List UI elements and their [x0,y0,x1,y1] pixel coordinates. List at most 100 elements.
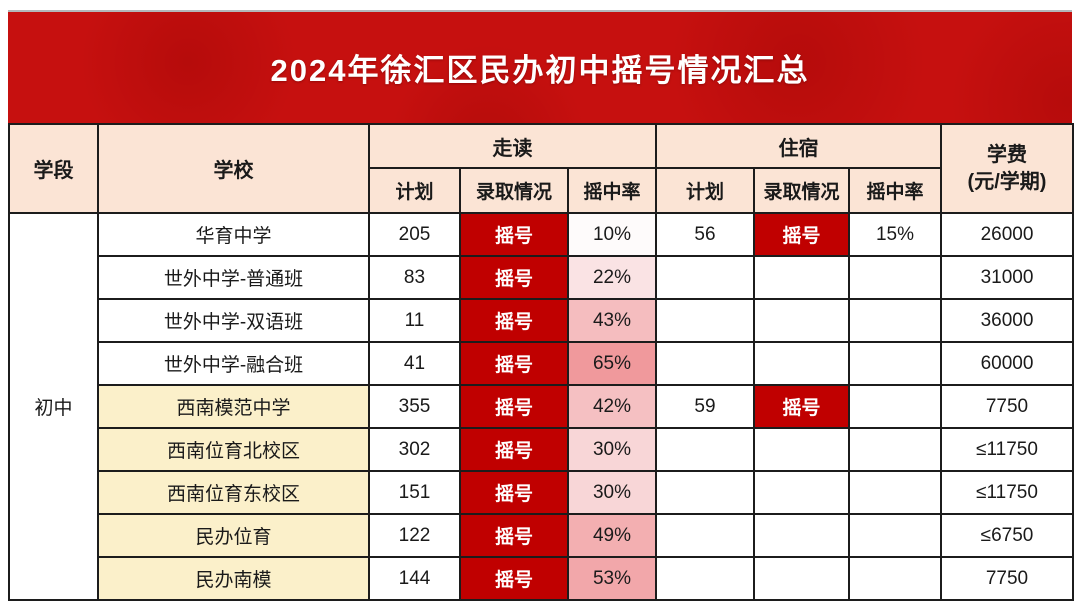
boarding-plan-cell [655,513,755,558]
school-cell: 世外中学-普通班 [97,255,370,300]
school-cell: 华育中学 [97,212,370,257]
banner-ornament [948,12,1072,123]
boarding-rate-cell [848,384,942,429]
page-title: 2024年徐汇区民办初中摇号情况汇总 [270,53,810,88]
boarding-rate-cell [848,298,942,343]
tuition-cell: ≤11750 [940,470,1074,515]
table-header: 学段 学校 走读 住宿 学费 (元/学期) 计划 录取情况 摇中率 计划 录取情… [8,123,1074,214]
header-tuition-line1: 学费 [987,143,1027,166]
boarding-status-cell [753,255,850,300]
day-plan-cell: 41 [368,341,461,386]
tuition-cell: 7750 [940,384,1074,429]
table-row: 民办位育 122 摇号 49% ≤6750 [9,513,1074,558]
header-day-status: 录取情况 [459,167,569,214]
boarding-rate-cell [848,556,942,601]
table-body: 初中 华育中学 205 摇号 10% 56 摇号 15% 26000 世外中学-普通班 83 摇号 22… [8,212,1074,601]
boarding-plan-cell [655,470,755,515]
boarding-rate-cell [848,255,942,300]
header-sub-row: 计划 录取情况 摇中率 计划 录取情况 摇中率 [9,167,1073,214]
stage-cell: 初中 [8,212,99,601]
day-status-cell: 摇号 [459,341,569,386]
school-cell: 西南位育东校区 [97,470,370,515]
boarding-status-cell [753,298,850,343]
boarding-plan-cell: 56 [655,212,755,257]
boarding-plan-cell [655,255,755,300]
boarding-status-cell [753,556,850,601]
boarding-plan-cell: 59 [655,384,755,429]
day-plan-cell: 83 [368,255,461,300]
day-plan-cell: 355 [368,384,461,429]
day-rate-cell: 65% [567,341,657,386]
tuition-cell: 36000 [940,298,1074,343]
boarding-status-cell [753,513,850,558]
header-boarding-group: 住宿 [655,123,942,169]
title-banner: 2024年徐汇区民办初中摇号情况汇总 [8,10,1072,123]
banner-ornament [78,12,298,123]
boarding-plan-cell [655,341,755,386]
tuition-cell: 31000 [940,255,1074,300]
school-cell: 民办位育 [97,513,370,558]
day-rate-cell: 30% [567,427,657,472]
header-school: 学校 [97,123,370,214]
table-row: 世外中学-双语班 11 摇号 43% 36000 [9,298,1074,343]
day-plan-cell: 11 [368,298,461,343]
boarding-rate-cell [848,341,942,386]
day-status-cell: 摇号 [459,384,569,429]
header-day-rate: 摇中率 [567,167,657,214]
day-status-cell: 摇号 [459,212,569,257]
boarding-rate-cell [848,470,942,515]
boarding-rate-cell [848,513,942,558]
day-plan-cell: 122 [368,513,461,558]
table-row: 民办南模 144 摇号 53% 7750 [9,556,1074,601]
header-day-group: 走读 [368,123,657,169]
day-plan-cell: 151 [368,470,461,515]
tuition-cell: 26000 [940,212,1074,257]
day-status-cell: 摇号 [459,255,569,300]
header-day-plan: 计划 [368,167,461,214]
day-rate-cell: 42% [567,384,657,429]
tuition-cell: 60000 [940,341,1074,386]
table-row: 初中 华育中学 205 摇号 10% 56 摇号 15% 26000 [8,212,1074,601]
header-boarding-plan: 计划 [655,167,755,214]
boarding-rate-cell: 15% [848,212,942,257]
day-rate-cell: 10% [567,212,657,257]
table-row: 世外中学-普通班 83 摇号 22% 31000 [9,255,1074,300]
header-boarding-status: 录取情况 [753,167,850,214]
day-rate-cell: 22% [567,255,657,300]
school-cell: 世外中学-融合班 [97,341,370,386]
tuition-cell: ≤6750 [940,513,1074,558]
day-rate-cell: 30% [567,470,657,515]
day-rate-cell: 43% [567,298,657,343]
table-row: 世外中学-融合班 41 摇号 65% 60000 [9,341,1074,386]
school-cell: 西南位育北校区 [97,427,370,472]
boarding-plan-cell [655,556,755,601]
boarding-status-cell [753,427,850,472]
tuition-cell: ≤11750 [940,427,1074,472]
header-tuition-line2: (元/学期) [967,170,1047,193]
boarding-status-cell [753,470,850,515]
lottery-summary-table: 学段 学校 走读 住宿 学费 (元/学期) 计划 录取情况 摇中率 计划 录取情… [8,123,1074,601]
school-cell: 民办南模 [97,556,370,601]
header-boarding-rate: 摇中率 [848,167,942,214]
day-status-cell: 摇号 [459,470,569,515]
table-row: 西南模范中学 355 摇号 42% 59 摇号 7750 [9,384,1074,429]
table-row: 西南位育东校区 151 摇号 30% ≤11750 [9,470,1074,515]
day-status-cell: 摇号 [459,427,569,472]
boarding-plan-cell [655,298,755,343]
boarding-rate-cell [848,427,942,472]
school-cell: 西南模范中学 [97,384,370,429]
day-plan-cell: 144 [368,556,461,601]
boarding-status-cell: 摇号 [753,384,850,429]
boarding-status-cell [753,341,850,386]
day-status-cell: 摇号 [459,298,569,343]
tuition-cell: 7750 [940,556,1074,601]
header-stage: 学段 [8,123,99,214]
table-row: 西南位育北校区 302 摇号 30% ≤11750 [9,427,1074,472]
day-status-cell: 摇号 [459,513,569,558]
boarding-plan-cell [655,427,755,472]
header-tuition: 学费 (元/学期) [940,123,1074,214]
boarding-status-cell: 摇号 [753,212,850,257]
day-status-cell: 摇号 [459,556,569,601]
day-plan-cell: 205 [368,212,461,257]
